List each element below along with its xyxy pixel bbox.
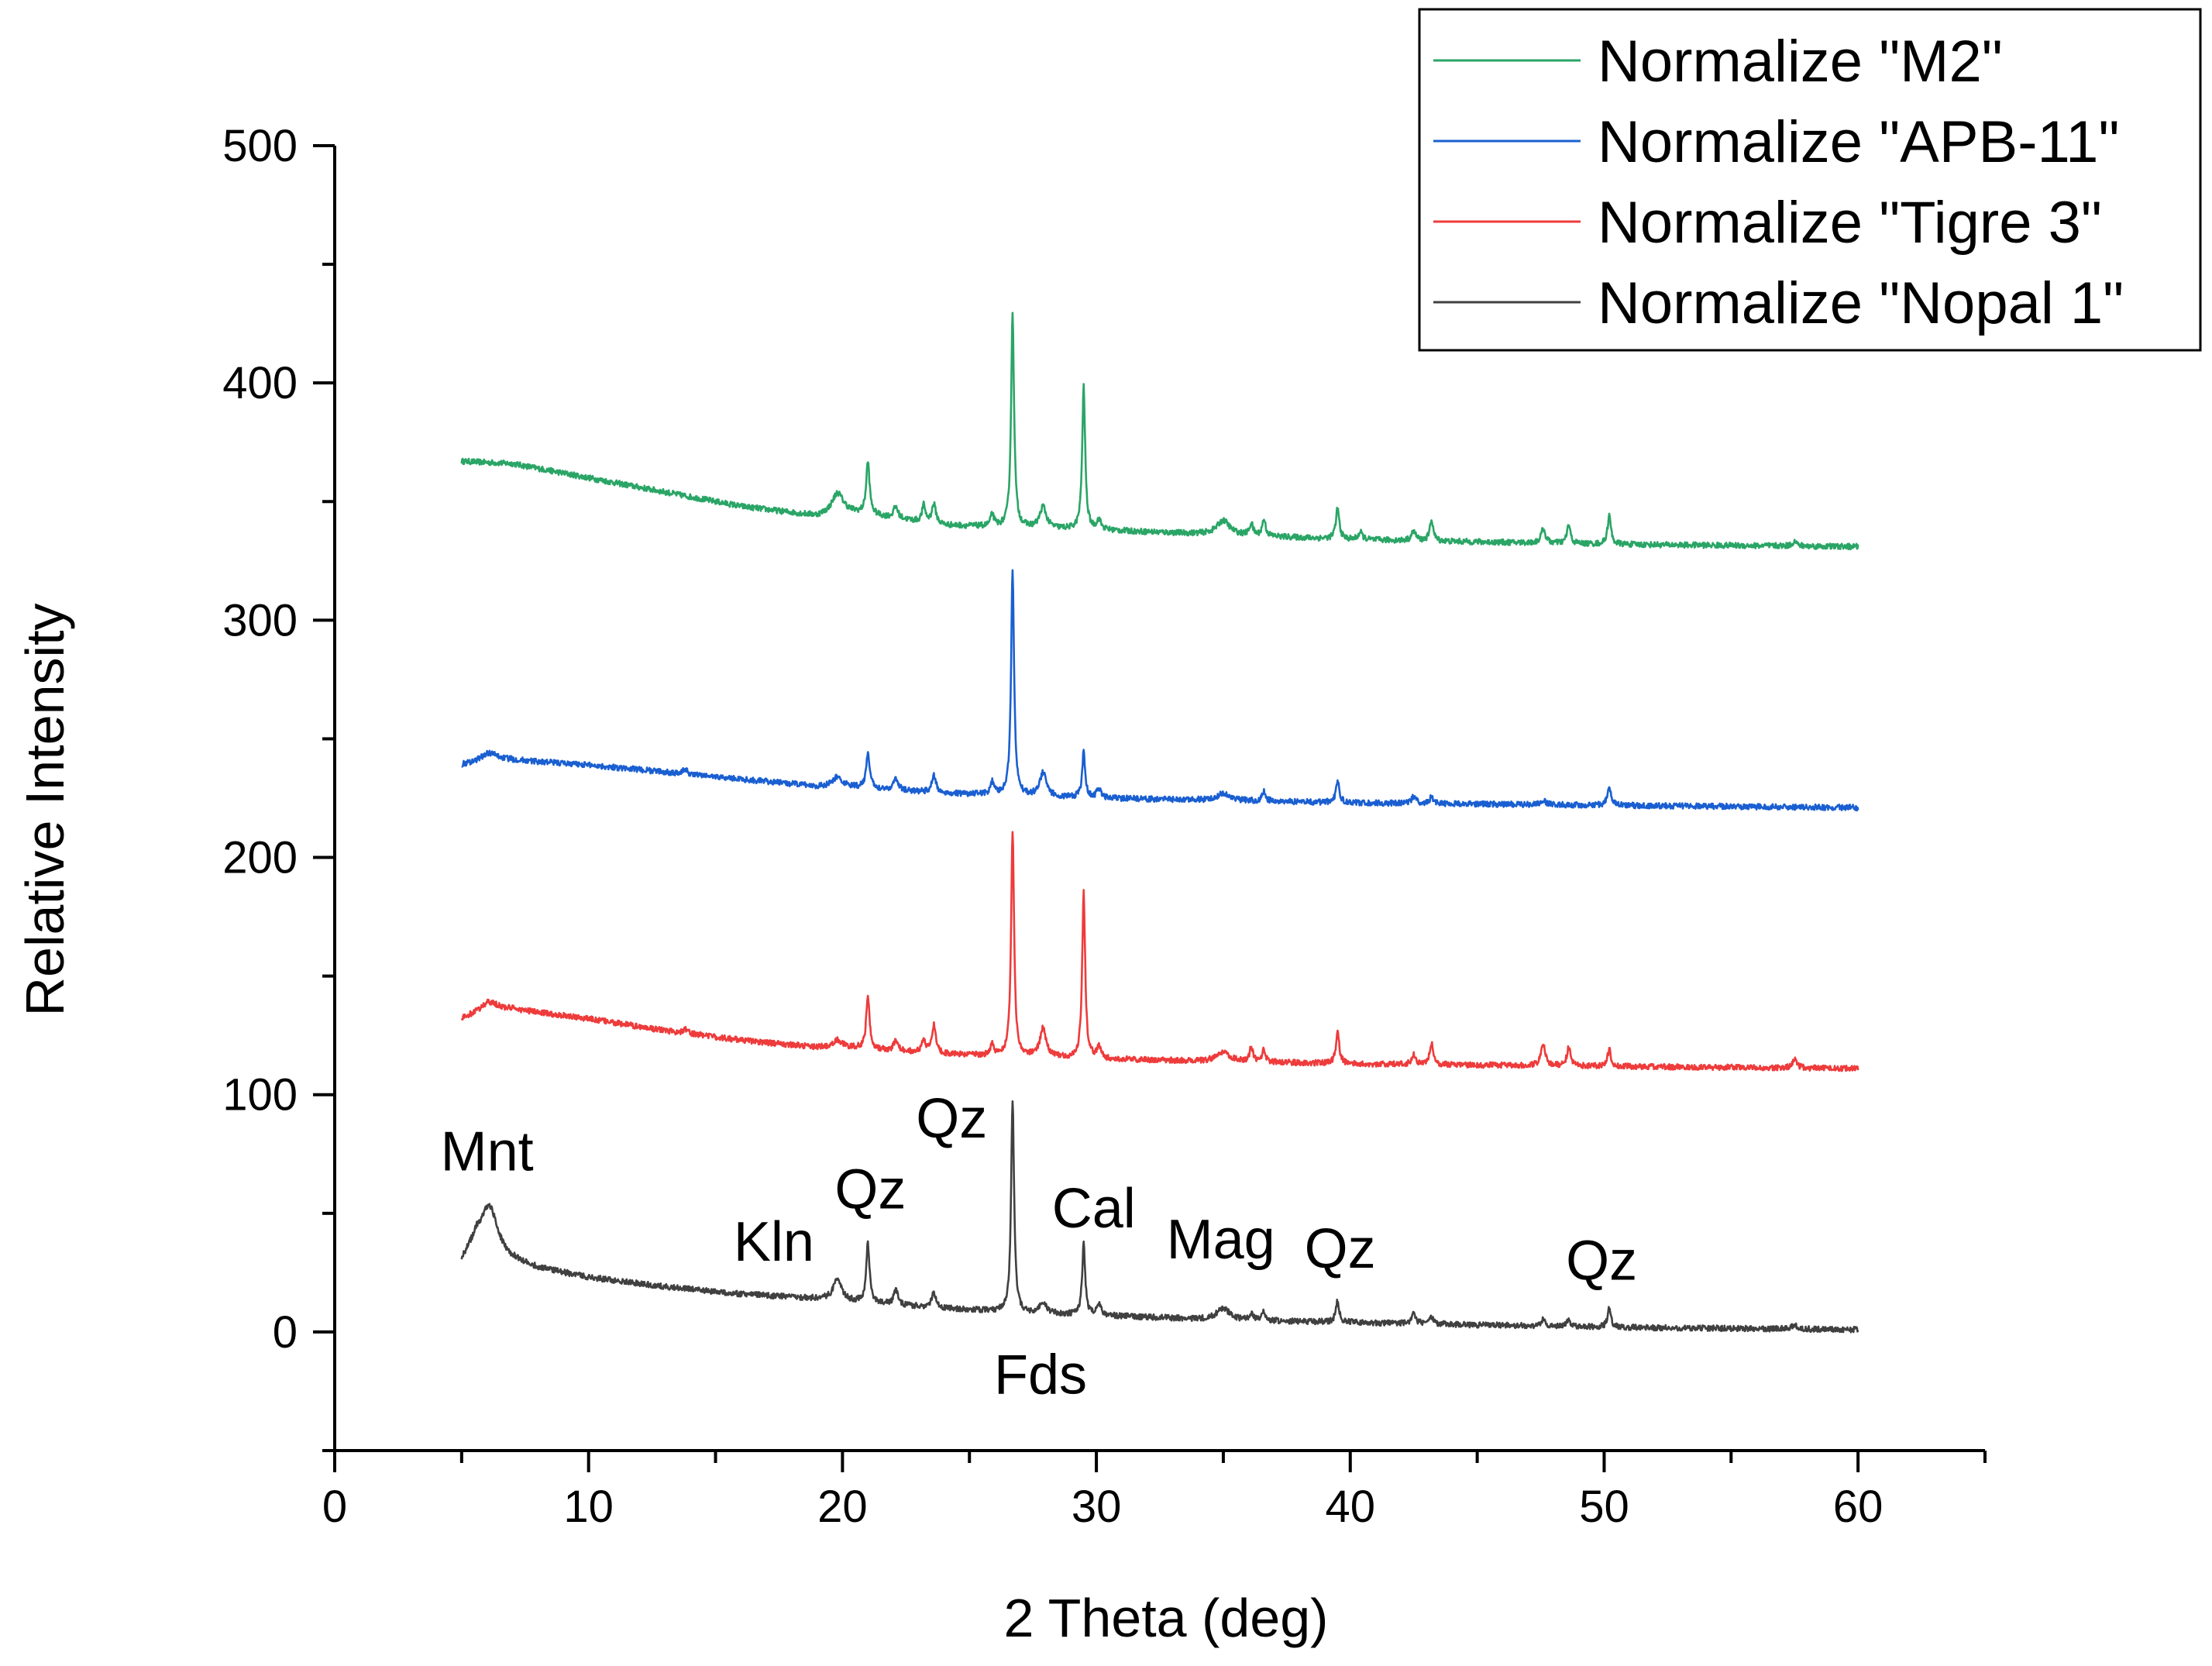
- axes: [333, 146, 1985, 1452]
- y-tick-label: 100: [222, 1070, 298, 1120]
- x-tick-label: 0: [322, 1482, 347, 1532]
- peak-label: Qz: [916, 1088, 987, 1150]
- peak-label: Mnt: [441, 1121, 534, 1183]
- series-group: [460, 312, 1859, 1334]
- series-line-1: [461, 569, 1859, 812]
- legend: Normalize "M2" Normalize "APB-11" Normaliz…: [1418, 8, 2202, 352]
- peak-label: Qz: [1566, 1231, 1637, 1293]
- x-tick-label: 20: [817, 1482, 868, 1532]
- peak-label: Cal: [1052, 1178, 1136, 1240]
- x-tick-label: 50: [1579, 1482, 1629, 1532]
- y-tick-label: 400: [222, 358, 298, 408]
- x-tick-label: 60: [1833, 1482, 1883, 1532]
- y-tick-label: 0: [273, 1307, 298, 1358]
- y-tick-label: 300: [222, 595, 298, 645]
- peak-label: Fds: [994, 1344, 1087, 1406]
- legend-label: Normalize "Nopal 1": [1598, 270, 2124, 336]
- x-tick-label: 10: [563, 1482, 614, 1532]
- legend-box: [1418, 8, 2202, 352]
- legend-label: Normalize "M2": [1598, 29, 2003, 95]
- y-tick-label: 500: [222, 121, 298, 171]
- y-ticks: 0 100 200 300 400 500: [222, 121, 335, 1452]
- x-tick-label: 40: [1326, 1482, 1376, 1532]
- series-line-2: [460, 831, 1859, 1072]
- legend-label: Normalize "Tigre 3": [1598, 190, 2102, 256]
- peak-label: Kln: [734, 1211, 814, 1273]
- peak-label: Qz: [1305, 1218, 1376, 1280]
- y-axis-title: Relative Intensity: [15, 603, 75, 1016]
- series-line-3: [460, 1100, 1859, 1334]
- y-tick-label: 200: [222, 833, 298, 883]
- x-tick-label: 30: [1072, 1482, 1122, 1532]
- peak-label: Mag: [1167, 1209, 1275, 1271]
- series-line-0: [460, 312, 1859, 551]
- legend-label: Normalize "APB-11": [1598, 109, 2119, 175]
- x-axis-title: 2 Theta (deg): [1004, 1588, 1329, 1648]
- peak-label: Qz: [834, 1159, 906, 1221]
- x-ticks: 0 10 20 30 40 50 60: [322, 1451, 1987, 1532]
